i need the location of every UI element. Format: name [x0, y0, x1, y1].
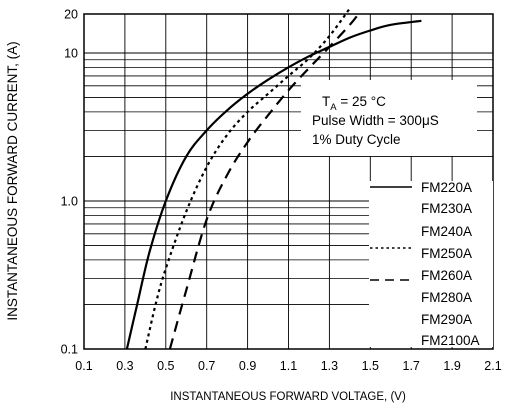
tick-labels: 0.1 0.3 0.5 0.7 0.9 1.1 1.3 1.5 1.7 1.9 2.1 0.1 1.0 1… [61, 8, 502, 374]
x-axis-label: INSTANTANEOUS FORWARD VOLTAGE, (V) [170, 391, 406, 403]
legend-box [369, 181, 493, 347]
y-tick-label-3: 20 [64, 8, 78, 22]
x-tick-label-4: 0.9 [239, 359, 256, 373]
x-tick-label-6: 1.3 [321, 359, 338, 373]
legend-label-fm280a: FM280A [421, 290, 472, 305]
legend-label-fm250a: FM250A [421, 246, 472, 261]
annotation-ta-prefix: T [322, 94, 330, 109]
x-tick-label-7: 1.5 [362, 359, 379, 373]
legend-label-fm230a: FM230A [421, 201, 472, 216]
legend: FM220A FM230A FM240A FM250A FM260A FM280A FM29… [370, 180, 480, 348]
x-tick-label-8: 1.7 [403, 359, 420, 373]
x-tick-label-10: 2.1 [484, 359, 501, 373]
series-line-dashed [168, 11, 361, 350]
x-tick-label-0: 0.1 [75, 359, 92, 373]
x-tick-label-2: 0.5 [157, 359, 174, 373]
annotation-pulse-width: Pulse Width = 300μS [312, 113, 439, 128]
series-curves [125, 7, 422, 350]
legend-label-fm2100a: FM2100A [421, 333, 480, 348]
x-tick-label-1: 0.3 [116, 359, 133, 373]
x-tick-label-3: 0.7 [198, 359, 215, 373]
legend-label-fm240a: FM240A [421, 224, 472, 239]
y-tick-label-0: 0.1 [61, 343, 78, 357]
annotation-ta-sub: A [330, 102, 337, 113]
annotation-temperature: TA = 25 °C [322, 94, 386, 113]
y-tick-label-2: 10 [64, 47, 78, 61]
legend-label-fm260a: FM260A [421, 268, 472, 283]
annotation-box [301, 80, 477, 156]
y-axis-label: INSTANTANEOUS FORWARD CURRENT, (A) [5, 41, 20, 320]
annotation-ta-suffix: = 25 °C [337, 94, 387, 109]
x-tick-label-9: 1.9 [443, 359, 460, 373]
series-line-dotted [144, 7, 351, 350]
y-tick-label-1: 1.0 [61, 195, 78, 209]
annotation-duty-cycle: 1% Duty Cycle [312, 132, 401, 147]
series-line-solid [125, 19, 422, 350]
legend-label-fm220a: FM220A [421, 180, 472, 195]
x-tick-label-5: 1.1 [280, 359, 297, 373]
legend-label-fm290a: FM290A [421, 312, 472, 327]
